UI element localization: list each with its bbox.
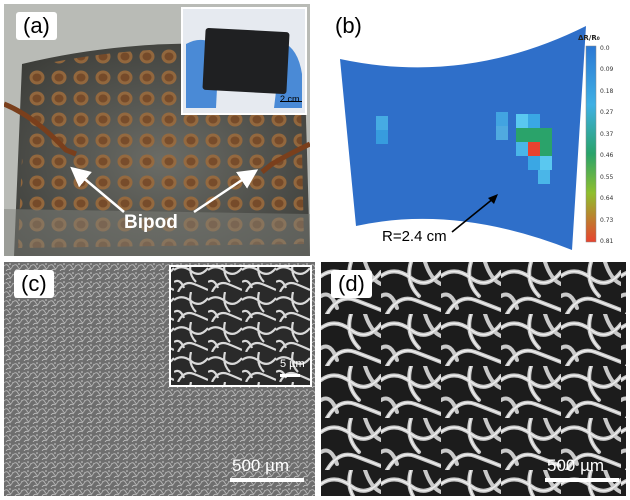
sensor-array-photo [4,4,310,256]
colorbar-tick: 0.18 [600,88,614,95]
colorbar-tick: 0.73 [600,217,614,224]
colorbar-tick: 0.64 [600,195,614,202]
scalebar-label-c: 500 µm [232,456,290,475]
colorbar-tick: 0.0 [600,45,610,52]
scalebar-c [230,478,304,482]
colorbar-tick: 0.55 [600,174,614,181]
radius-label: R=2.4 cm [382,228,447,245]
panel-label-a: (a) [16,12,57,40]
inset-scalebar-a [280,101,302,102]
inset-scalebar-label-c: 5 µm [280,358,305,370]
panel-label-c: (c) [14,270,54,298]
sem-image-low-mag [4,262,315,496]
inset-scalebar-c [280,374,300,377]
panel-label-d: (d) [331,270,372,298]
sem-image-high-mag [321,262,626,496]
panel-a: (a) 2 cm Bipod [4,4,310,256]
colorbar-tick: 0.37 [600,131,614,138]
colorbar-tick: 0.81 [600,238,614,245]
panel-b: (b) R=2.4 cm ΔR/R₀ 0.0 0.09 0.18 0.27 0.… [316,4,626,256]
colorbar-tick: 0.09 [600,66,614,73]
colorbar-tick: 0.27 [600,109,614,116]
panel-label-b: (b) [328,12,369,40]
panel-c: (c) 5 µm 500 µm [4,262,315,496]
panel-d: (d) 500 µm [321,262,626,496]
colorbar-title: ΔR/R₀ [578,34,600,42]
bipod-annotation: Bipod [124,212,178,233]
annotation-arrows [70,166,259,214]
strain-map-figure [340,26,597,250]
colorbar-tick: 0.46 [600,152,614,159]
inset-scalebar-label-a: 2 cm [280,94,300,104]
scalebar-d [545,478,619,482]
scalebar-label-d: 500 µm [547,456,605,475]
